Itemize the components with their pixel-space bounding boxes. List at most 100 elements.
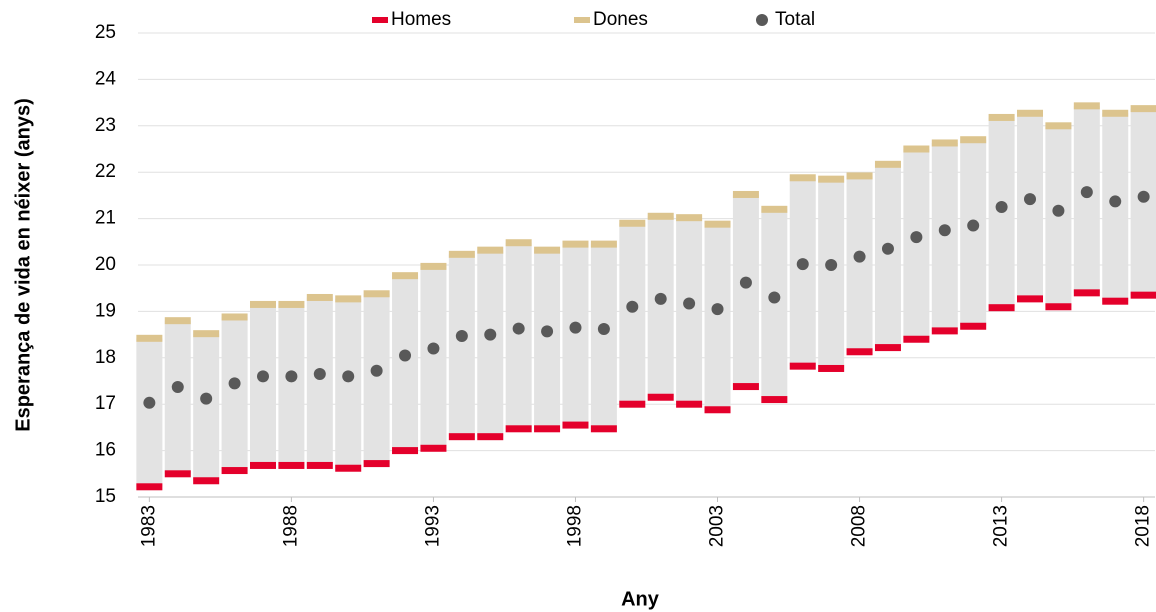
legend-symbol: [574, 17, 590, 23]
total-dot: [512, 322, 525, 335]
dash-marker: [420, 444, 447, 452]
dash-marker: [392, 447, 419, 455]
dash-marker: [676, 214, 703, 222]
y-tick-label: 24: [95, 68, 117, 89]
legend-label: Dones: [593, 9, 648, 30]
x-tick-label: 2013: [991, 505, 1012, 547]
range-bar: [306, 297, 333, 466]
legend-label: Total: [775, 9, 815, 30]
range-bar: [249, 304, 276, 466]
range-bar: [590, 244, 617, 429]
y-tick-label: 21: [95, 208, 116, 229]
dash-marker: [903, 335, 930, 343]
dash-marker: [221, 467, 248, 475]
dash-marker: [931, 327, 958, 335]
legend-symbol: [756, 14, 768, 26]
total-dot: [228, 377, 241, 390]
total-dot: [427, 342, 440, 355]
dash-marker: [903, 145, 930, 153]
dash-marker: [874, 160, 901, 168]
total-dot: [853, 250, 866, 263]
y-tick-label: 23: [95, 115, 116, 136]
range-bar: [789, 177, 816, 367]
dash-marker: [619, 219, 646, 227]
dash-marker: [420, 262, 447, 270]
dash-marker: [477, 433, 504, 441]
range-bar: [818, 179, 845, 369]
dash-marker: [363, 460, 390, 468]
legend-label: Homes: [391, 9, 451, 30]
range-bar: [846, 175, 873, 352]
total-dot: [796, 258, 809, 271]
range-bar: [874, 164, 901, 348]
dash-marker: [193, 477, 220, 485]
dash-marker: [1045, 303, 1072, 311]
range-bar: [534, 250, 561, 429]
total-dot: [541, 325, 554, 338]
range-bar: [420, 266, 447, 449]
legend-symbol: [372, 17, 388, 23]
dash-marker: [988, 113, 1015, 121]
range-bar: [136, 338, 163, 487]
range-bar: [278, 304, 305, 466]
dash-marker: [249, 300, 276, 308]
total-dot: [1024, 193, 1037, 206]
x-tick-label: 2008: [849, 505, 870, 547]
total-dot: [1080, 186, 1093, 199]
x-tick-label: 1983: [138, 505, 159, 547]
total-dot: [1137, 190, 1150, 203]
x-axis-title: Any: [621, 588, 660, 610]
y-axis-title: Esperança de vida en néixer (anys): [12, 98, 34, 432]
y-tick-label: 19: [95, 300, 116, 321]
dash-marker: [534, 246, 561, 254]
dash-marker: [818, 175, 845, 183]
total-dot: [569, 321, 582, 334]
dash-marker: [874, 344, 901, 352]
dash-marker: [448, 433, 475, 441]
y-tick-label: 15: [95, 486, 116, 507]
dash-marker: [1073, 102, 1100, 110]
dash-marker: [931, 139, 958, 147]
dash-marker: [1130, 291, 1156, 299]
total-dot: [881, 242, 894, 255]
y-tick-label: 17: [95, 393, 116, 414]
dash-marker: [732, 383, 759, 391]
total-dot: [825, 259, 838, 271]
dash-marker: [278, 300, 305, 308]
dash-marker: [249, 461, 276, 469]
total-dot: [995, 201, 1008, 213]
dash-marker: [647, 393, 674, 401]
dash-marker: [1102, 109, 1129, 117]
range-bar: [903, 149, 930, 340]
dash-marker: [1130, 105, 1156, 113]
dash-marker: [732, 190, 759, 198]
total-dot: [1052, 204, 1065, 217]
total-dot: [938, 224, 951, 237]
total-dot: [739, 276, 752, 289]
dash-marker: [335, 464, 362, 472]
y-tick-label: 22: [95, 161, 116, 182]
total-dot: [285, 370, 298, 383]
dash-marker: [619, 400, 646, 408]
total-dot: [171, 381, 184, 394]
range-bar: [732, 194, 759, 387]
dash-marker: [846, 348, 873, 356]
dash-marker: [392, 272, 419, 280]
dash-marker: [306, 461, 333, 469]
dash-marker: [136, 483, 163, 491]
range-bar: [392, 275, 419, 451]
dash-marker: [789, 362, 816, 370]
total-dot: [597, 323, 610, 336]
x-tick-label: 1988: [280, 505, 301, 547]
total-dot: [313, 368, 326, 381]
x-tick-label: 1998: [564, 505, 585, 547]
dash-marker: [534, 425, 561, 433]
dash-marker: [1017, 109, 1044, 117]
range-bar: [704, 224, 731, 410]
total-dot: [1109, 195, 1122, 208]
y-tick-label: 25: [95, 22, 116, 43]
total-dot: [399, 349, 412, 362]
total-dot: [200, 392, 213, 405]
total-dot: [455, 329, 468, 342]
dash-marker: [761, 396, 788, 404]
